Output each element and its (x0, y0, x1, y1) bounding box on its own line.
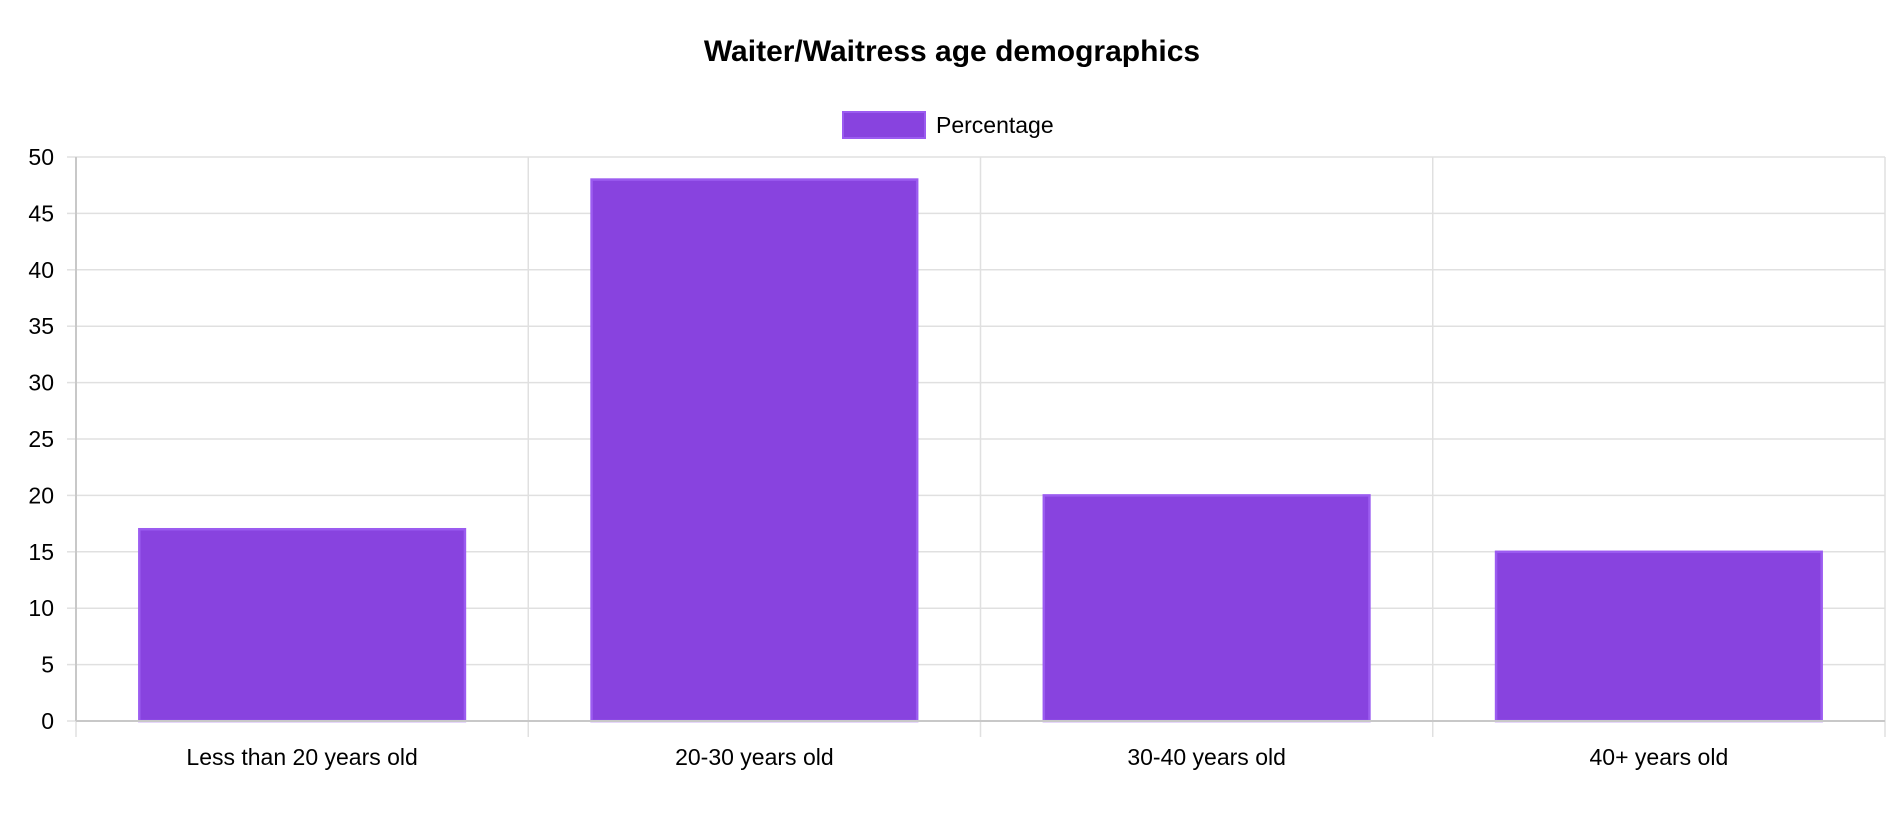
bar (590, 178, 919, 723)
chart-title: Waiter/Waitress age demographics (704, 35, 1200, 68)
y-tick-label: 40 (28, 257, 54, 283)
y-axis-tick-labels: 0 5 10 15 20 25 30 35 40 45 50 (28, 144, 54, 734)
bar (1042, 494, 1371, 723)
axes (75, 157, 1885, 722)
bar (1494, 550, 1823, 723)
y-tick-label: 35 (28, 313, 54, 339)
y-tick-label: 0 (41, 708, 54, 734)
y-tick-label: 20 (28, 482, 54, 508)
x-axis-tick-labels: Less than 20 years old 20-30 years old 30-… (186, 744, 1728, 770)
y-tick-label: 50 (28, 144, 54, 170)
legend-swatch-percentage (842, 111, 926, 139)
bars (138, 178, 1823, 723)
x-tick-label: 40+ years old (1590, 744, 1729, 770)
y-tick-label: 30 (28, 370, 54, 396)
bar (138, 527, 467, 723)
y-tick-label: 25 (28, 426, 54, 452)
x-tick-label: 20-30 years old (675, 744, 834, 770)
y-tick-label: 15 (28, 539, 54, 565)
y-tick-label: 45 (28, 200, 54, 226)
y-tick-label: 10 (28, 595, 54, 621)
legend-label-percentage: Percentage (936, 112, 1054, 138)
x-tick-label: Less than 20 years old (186, 744, 417, 770)
x-tick-label: 30-40 years old (1127, 744, 1286, 770)
legend[interactable]: Percentage (842, 111, 1054, 139)
y-tick-label: 5 (41, 652, 54, 678)
